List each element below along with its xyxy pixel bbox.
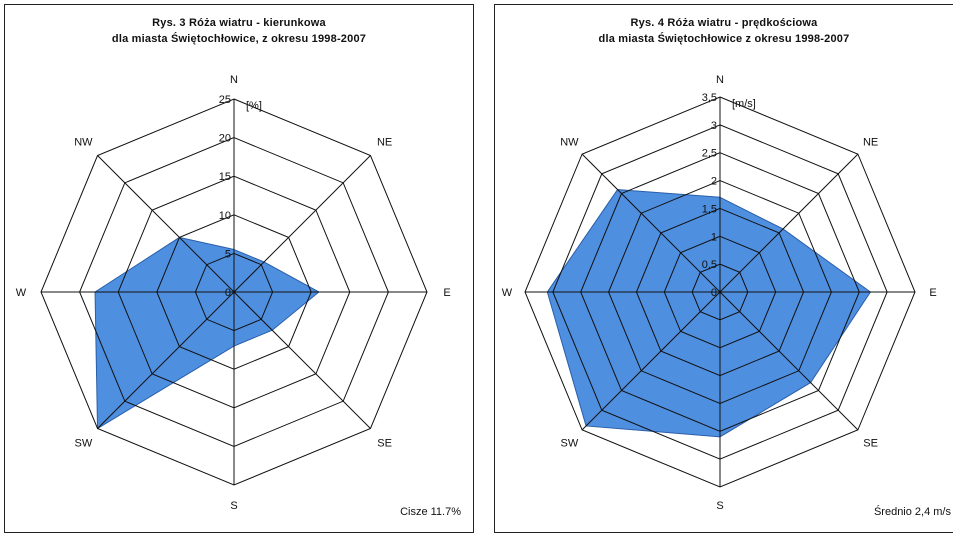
chart-panel-speed: Rys. 4 Róża wiatru - prędkościowa dla mi… xyxy=(494,4,953,533)
direction-label-nw: NW xyxy=(74,136,93,148)
direction-label-e: E xyxy=(443,287,450,299)
unit-label: [m/s] xyxy=(732,98,756,110)
direction-label-sw: SW xyxy=(561,438,579,450)
chart-title-line1: Rys. 3 Róża wiatru - kierunkowa xyxy=(152,17,326,29)
radial-tick-label: 15 xyxy=(219,171,231,183)
direction-label-se: SE xyxy=(377,438,392,450)
chart-title-line1: Rys. 4 Róża wiatru - prędkościowa xyxy=(630,17,818,29)
radial-tick-label: 25 xyxy=(219,94,231,106)
unit-label: [%] xyxy=(246,100,262,112)
grid-spoke xyxy=(97,291,235,429)
radial-tick-label: 10 xyxy=(219,210,231,222)
chart-title-line2: dla miasta Świętochłowice, z okresu 1998… xyxy=(111,33,367,45)
radial-tick-label: 3,5 xyxy=(702,92,717,104)
calm-footnote: Cisze 11.7% xyxy=(400,506,461,518)
radial-tick-label: 20 xyxy=(219,133,231,145)
direction-label-ne: NE xyxy=(863,136,878,148)
grid-spoke xyxy=(581,153,721,293)
direction-label-se: SE xyxy=(863,438,878,450)
direction-label-nw: NW xyxy=(560,136,579,148)
chart-title-line2: dla miasta Świętochłowice z okresu 1998-… xyxy=(598,33,850,45)
grid-spoke xyxy=(581,291,721,431)
direction-label-sw: SW xyxy=(75,438,93,450)
radar-chart-speed: N NE E SE S SW W NW 0 0,5 1 1,5 2 2,5 3 3,5 [m/s] xyxy=(502,74,937,512)
radial-tick-label: 2,5 xyxy=(702,148,717,160)
direction-label-ne: NE xyxy=(377,136,392,148)
direction-label-w: W xyxy=(502,287,513,299)
grid-spoke xyxy=(719,153,859,293)
grid-spoke xyxy=(233,291,371,429)
radial-tick-label: 0 xyxy=(711,287,717,299)
direction-label-w: W xyxy=(16,287,27,299)
direction-label-s: S xyxy=(716,500,723,512)
average-footnote: Średnio 2,4 m/s xyxy=(873,506,951,518)
radial-tick-label: 3 xyxy=(711,120,717,132)
direction-label-n: N xyxy=(230,74,238,86)
direction-label-s: S xyxy=(230,500,237,512)
radial-tick-label: 0,5 xyxy=(702,259,717,271)
grid-spoke xyxy=(719,291,859,431)
radial-tick-label: 1 xyxy=(711,231,717,243)
grid-spoke xyxy=(233,155,371,293)
chart-title: Rys. 3 Róża wiatru - kierunkowa dla mias… xyxy=(5,15,473,47)
direction-label-n: N xyxy=(716,74,724,86)
chart-title: Rys. 4 Róża wiatru - prędkościowa dla mi… xyxy=(495,15,953,47)
data-area xyxy=(546,189,872,438)
chart-panel-directional: Rys. 3 Róża wiatru - kierunkowa dla mias… xyxy=(4,4,474,533)
radial-tick-label: 1,5 xyxy=(702,203,717,215)
radar-chart-directional: N NE E SE S SW W NW 0 5 10 15 20 25 [%] xyxy=(16,74,451,512)
grid-spoke xyxy=(97,155,235,293)
radial-tick-label: 0 xyxy=(225,287,231,299)
radial-tick-label: 2 xyxy=(711,176,717,188)
direction-label-e: E xyxy=(929,287,936,299)
radial-tick-label: 5 xyxy=(225,248,231,260)
